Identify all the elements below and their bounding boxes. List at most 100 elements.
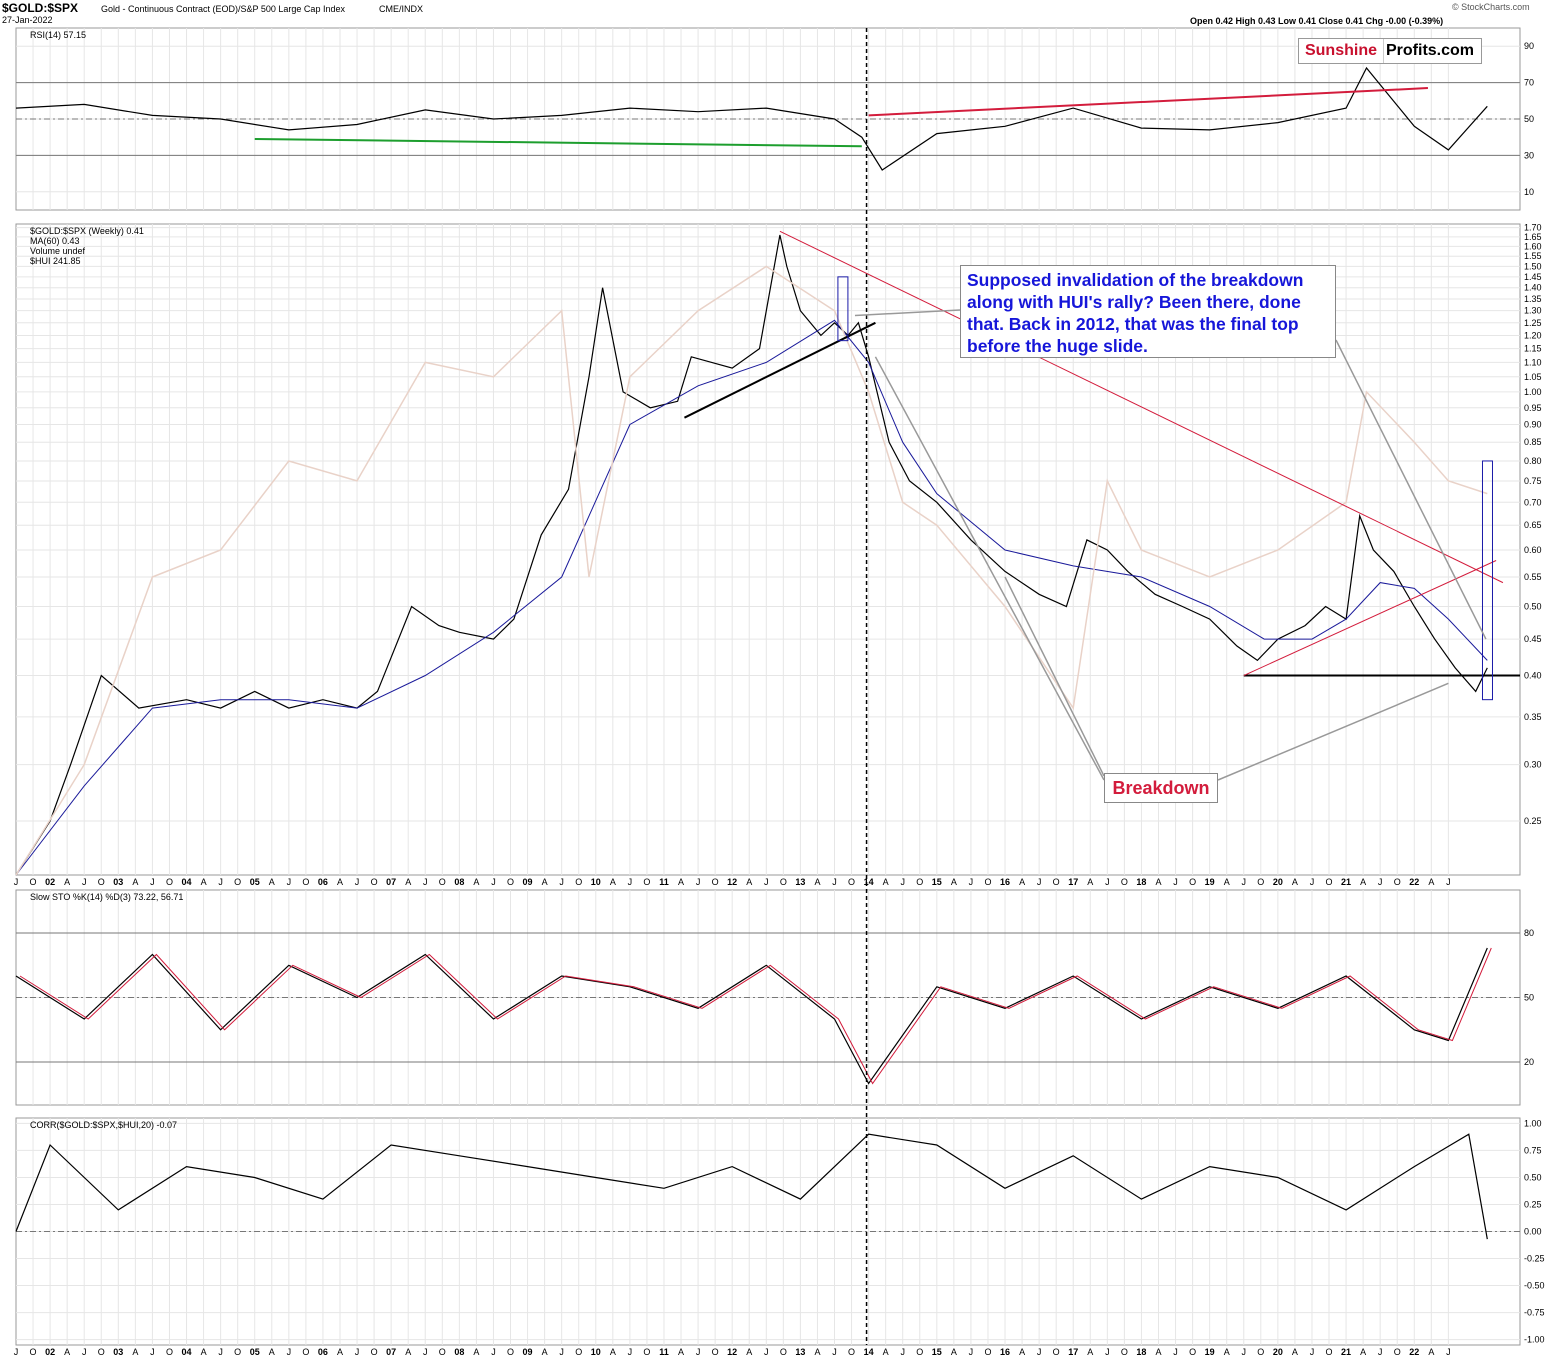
y-tick-label: 80 <box>1524 928 1534 938</box>
x-tick-label: J <box>491 877 496 887</box>
x-tick-label: O <box>1394 1347 1401 1357</box>
x-tick-label: 21 <box>1341 877 1351 887</box>
chart-exchange: CME/INDX <box>379 4 424 14</box>
x-tick-label: A <box>610 877 616 887</box>
x-tick-label: J <box>764 1347 769 1357</box>
x-tick-label: O <box>30 877 37 887</box>
x-tick-label: 16 <box>1000 877 1010 887</box>
x-tick-label: O <box>439 877 446 887</box>
x-tick-label: A <box>1019 877 1025 887</box>
x-tick-label: 03 <box>113 877 123 887</box>
level-lines <box>16 82 1520 1232</box>
panel-legend: MA(60) 0.43 <box>30 236 80 246</box>
x-tick-label: 12 <box>727 1347 737 1357</box>
y-tick-label: 0.75 <box>1524 476 1542 486</box>
x-tick-label: O <box>1257 877 1264 887</box>
x-tick-label: 11 <box>659 877 669 887</box>
x-tick-label: A <box>1224 1347 1230 1357</box>
y-tick-label: 1.70 <box>1524 223 1542 233</box>
y-tick-label: 1.05 <box>1524 372 1542 382</box>
x-tick-label: O <box>1053 1347 1060 1357</box>
x-tick-label: 13 <box>795 877 805 887</box>
x-tick-label: O <box>712 877 719 887</box>
x-tick-label: A <box>678 877 684 887</box>
x-tick-label: 03 <box>113 1347 123 1357</box>
x-tick-label: O <box>1189 1347 1196 1357</box>
gridlines <box>16 28 1520 1345</box>
y-tick-label: 0.30 <box>1524 760 1542 770</box>
y-tick-label: 0.50 <box>1524 1172 1542 1182</box>
x-tick-label: O <box>984 1347 991 1357</box>
y-tick-label: 30 <box>1524 150 1534 160</box>
x-tick-label: J <box>355 877 360 887</box>
x-tick-label: 04 <box>182 877 192 887</box>
y-tick-label: -1.00 <box>1524 1335 1545 1345</box>
x-tick-label: O <box>302 877 309 887</box>
x-tick-label: 20 <box>1273 1347 1283 1357</box>
x-tick-label: A <box>814 877 820 887</box>
x-tick-label: O <box>848 877 855 887</box>
y-tick-label: 50 <box>1524 114 1534 124</box>
x-tick-label: J <box>1446 1347 1451 1357</box>
y-tick-label: 1.55 <box>1524 251 1542 261</box>
x-tick-label: A <box>473 1347 479 1357</box>
x-tick-label: O <box>30 1347 37 1357</box>
x-tick-label: 17 <box>1068 1347 1078 1357</box>
highlight-box-2022 <box>1481 460 1493 701</box>
x-tick-label: 09 <box>523 1347 533 1357</box>
x-tick-label: A <box>269 1347 275 1357</box>
x-tick-label: O <box>643 877 650 887</box>
x-tick-label: O <box>848 1347 855 1357</box>
x-tick-label: J <box>82 1347 87 1357</box>
y-tick-label: 1.25 <box>1524 318 1542 328</box>
x-tick-label: 04 <box>182 1347 192 1357</box>
x-tick-label: 20 <box>1273 877 1283 887</box>
x-tick-label: A <box>678 1347 684 1357</box>
x-tick-label: A <box>1155 877 1161 887</box>
y-tick-label: 1.15 <box>1524 344 1542 354</box>
chart-symbol: $GOLD:$SPX <box>2 1 79 15</box>
x-tick-label: O <box>1326 1347 1333 1357</box>
callout-line <box>1335 339 1487 640</box>
panel-legend: $HUI 241.85 <box>30 256 81 266</box>
x-tick-label: A <box>883 1347 889 1357</box>
x-tick-label: O <box>166 877 173 887</box>
x-tick-label: 06 <box>318 877 328 887</box>
x-tick-label: 02 <box>45 1347 55 1357</box>
x-tick-label: J <box>423 877 428 887</box>
y-tick-label: 0.80 <box>1524 456 1542 466</box>
y-tick-label: 0.50 <box>1524 601 1542 611</box>
x-tick-label: A <box>269 877 275 887</box>
x-tick-label: J <box>150 877 155 887</box>
y-tick-label: 0.70 <box>1524 497 1542 507</box>
y-tick-label: 1.40 <box>1524 283 1542 293</box>
x-tick-label: O <box>507 1347 514 1357</box>
callout-line <box>1004 576 1105 777</box>
x-tick-label: J <box>1173 1347 1178 1357</box>
y-tick-label: 0.35 <box>1524 712 1542 722</box>
y-tick-label: 1.00 <box>1524 387 1542 397</box>
y-tick-label: 10 <box>1524 187 1534 197</box>
x-tick-label: 14 <box>864 1347 874 1357</box>
x-tick-label: O <box>439 1347 446 1357</box>
x-tick-label: 05 <box>250 877 260 887</box>
x-tick-label: O <box>371 1347 378 1357</box>
x-tick-label: O <box>1053 877 1060 887</box>
x-tick-label: 05 <box>250 1347 260 1357</box>
series-lines <box>15 66 1492 1240</box>
x-tick-label: 11 <box>659 1347 669 1357</box>
series-line <box>15 947 1488 1085</box>
x-tick-label: J <box>1037 1347 1042 1357</box>
series-line <box>15 319 1488 876</box>
x-tick-label: A <box>1155 1347 1161 1357</box>
x-tick-label: J <box>1105 1347 1110 1357</box>
x-tick-label: J <box>218 877 223 887</box>
x-tick-label: J <box>559 877 564 887</box>
x-tick-label: J <box>969 1347 974 1357</box>
panel-legend: RSI(14) 57.15 <box>30 30 86 40</box>
x-tick-label: A <box>1224 877 1230 887</box>
rising-red-line <box>1243 560 1497 676</box>
x-tick-label: J <box>559 1347 564 1357</box>
x-tick-label: 15 <box>932 877 942 887</box>
y-tick-label: 0.75 <box>1524 1145 1542 1155</box>
